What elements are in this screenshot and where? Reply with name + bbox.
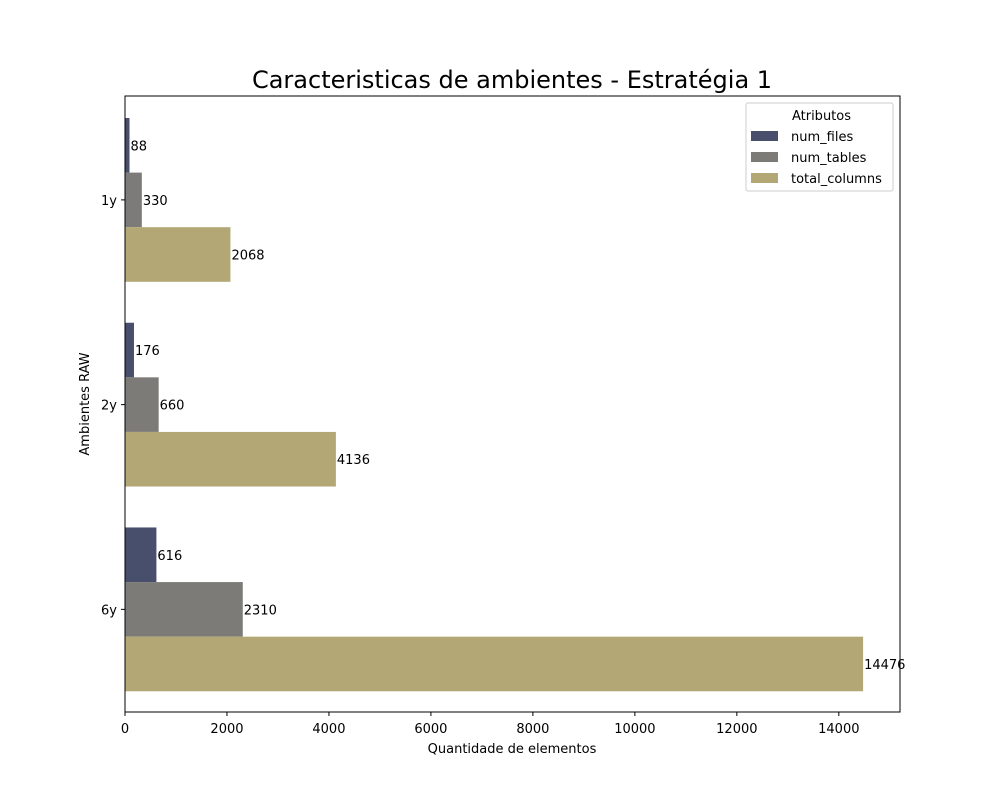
bar-num_files-1y — [125, 118, 130, 173]
bar-num_tables-6y — [125, 582, 243, 637]
x-tick-label: 2000 — [210, 722, 243, 737]
x-tick-label: 4000 — [312, 722, 345, 737]
legend-frame — [745, 102, 894, 192]
bar-value-label: 4136 — [337, 453, 370, 468]
legend-swatch-num_tables — [751, 152, 778, 162]
x-tick-label: 8000 — [516, 722, 549, 737]
bar-value-label: 616 — [157, 549, 182, 564]
x-tick-label: 10000 — [614, 722, 655, 737]
legend-label-total_columns: total_columns — [791, 172, 882, 187]
x-axis-label: Quantidade de elementos — [428, 742, 597, 757]
bars-layer — [125, 118, 864, 692]
y-axis-label: Ambientes RAW — [78, 352, 93, 455]
y-tick-label: 2y — [101, 399, 117, 414]
x-tick-label: 14000 — [818, 722, 859, 737]
x-tick-label: 12000 — [716, 722, 757, 737]
bar-value-label: 88 — [130, 139, 147, 154]
chart-title: Caracteristicas de ambientes - Estratégi… — [252, 66, 772, 94]
bar-labels-layer: 88 330 2068 176 660 4136 616 2310 14476 — [130, 139, 905, 673]
bar-total_columns-6y — [125, 636, 864, 692]
legend-label-num_tables: num_tables — [791, 151, 867, 166]
x-axis: 0 2000 4000 6000 8000 10000 12000 14000 — [121, 712, 859, 737]
plot-frame — [124, 95, 901, 713]
bar-num_files-6y — [125, 527, 157, 583]
bar-num_tables-1y — [125, 172, 142, 228]
bar-total_columns-2y — [125, 431, 336, 487]
legend-label-num_files: num_files — [791, 130, 853, 145]
bar-value-label: 14476 — [864, 658, 905, 673]
legend-swatch-total_columns — [751, 173, 778, 183]
bar-value-label: 660 — [160, 399, 185, 414]
legend-title: Atributos — [792, 109, 851, 124]
bar-num_tables-2y — [125, 377, 159, 432]
bar-value-label: 2310 — [244, 603, 277, 618]
legend-swatch-num_files — [751, 131, 778, 141]
y-tick-label: 1y — [101, 194, 117, 209]
bar-total_columns-1y — [125, 227, 231, 282]
y-tick-label: 6y — [101, 603, 117, 618]
legend: Atributos num_files num_tables total_column… — [745, 102, 894, 192]
x-tick-label: 6000 — [414, 722, 447, 737]
bar-num_files-2y — [125, 322, 134, 378]
x-tick-label: 0 — [121, 722, 129, 737]
y-axis: 1y 2y 6y — [101, 194, 125, 618]
bar-value-label: 2068 — [231, 249, 264, 264]
bar-value-label: 330 — [143, 194, 168, 209]
bar-value-label: 176 — [135, 344, 160, 359]
